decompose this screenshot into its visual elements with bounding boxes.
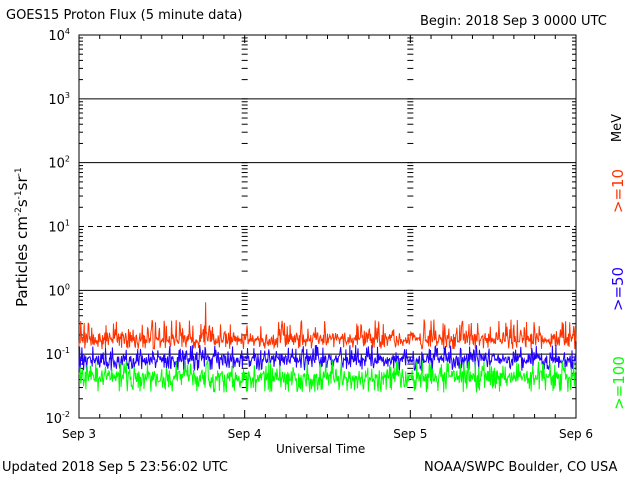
y-tick-label: 101 bbox=[48, 219, 70, 236]
y-axis-label-sr: sr bbox=[13, 176, 31, 191]
y-tick-label: 103 bbox=[48, 91, 70, 108]
y-axis-label-sup-3: -1 bbox=[14, 167, 24, 177]
y-axis-label-base: Particles cm bbox=[13, 216, 31, 307]
y-tick-label: 104 bbox=[48, 27, 70, 44]
chart-title: GOES15 Proton Flux (5 minute data) bbox=[6, 8, 243, 23]
x-axis-label: Universal Time bbox=[276, 442, 366, 456]
y-axis-label-s: s bbox=[13, 199, 31, 208]
y-axis-label: Particles cm-2s-1sr-1 bbox=[13, 167, 33, 307]
y-tick-label: 10-1 bbox=[45, 346, 70, 363]
x-tick-label: Sep 6 bbox=[559, 427, 593, 441]
y-tick-label: 100 bbox=[48, 282, 70, 299]
series-line-3 bbox=[78, 358, 577, 393]
series-line-2 bbox=[78, 344, 577, 372]
begin-time: Begin: 2018 Sep 3 0000 UTC bbox=[420, 14, 607, 29]
legend-unit: MeV bbox=[610, 113, 625, 143]
series-line-1 bbox=[78, 302, 577, 350]
y-tick-label: 10-2 bbox=[45, 410, 70, 427]
legend-label-50: >=50 bbox=[609, 266, 627, 312]
y-axis-label-sup-2: -1 bbox=[14, 190, 24, 200]
updated-timestamp: Updated 2018 Sep 5 23:56:02 UTC bbox=[2, 460, 229, 475]
y-tick-label: 102 bbox=[48, 155, 70, 172]
x-tick-label: Sep 5 bbox=[393, 427, 427, 441]
legend-label-100: >=100 bbox=[610, 356, 628, 410]
y-axis-label-sup-1: -2 bbox=[14, 207, 24, 217]
x-tick-label: Sep 4 bbox=[228, 427, 262, 441]
credit-label: NOAA/SWPC Boulder, CO USA bbox=[424, 460, 618, 475]
x-tick-label: Sep 3 bbox=[62, 427, 96, 441]
legend-label-10: >=10 bbox=[609, 168, 627, 214]
